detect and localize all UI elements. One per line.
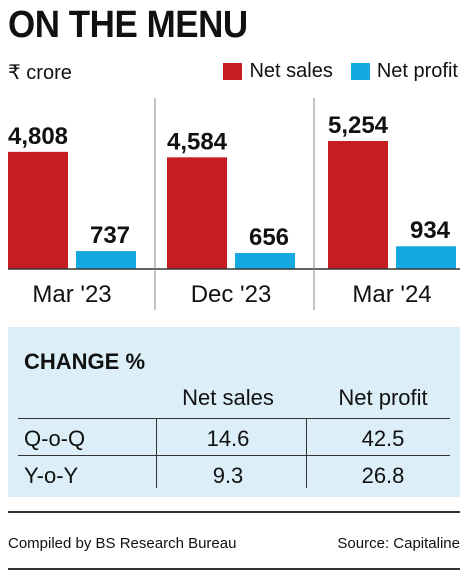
footer-rule	[8, 511, 460, 513]
category-label: Dec '23	[191, 281, 272, 308]
footer-source: Source: Capitaline	[337, 535, 460, 552]
table-divider	[18, 418, 450, 419]
cell-yoy-net-profit: 26.8	[361, 463, 405, 488]
column-header-net-profit: Net profit	[338, 385, 428, 410]
column-header-net-sales: Net sales	[182, 385, 274, 410]
cell-yoy-net-sales: 9.3	[212, 463, 244, 488]
table-divider	[18, 455, 450, 456]
unit-label: ₹ crore	[8, 62, 72, 84]
table-column-divider	[306, 418, 307, 488]
legend-item-net-sales: Net sales	[223, 60, 333, 83]
bar-net-sales	[167, 157, 227, 269]
data-label: 5,254	[328, 112, 389, 139]
table-column-divider	[156, 418, 157, 488]
data-label: 737	[90, 222, 130, 249]
chart-title: ON THE MENU	[8, 4, 248, 46]
legend-swatch-net-profit	[350, 63, 370, 80]
footer-compiled: Compiled by BS Research Bureau	[8, 535, 237, 552]
cell-qoq-net-profit: 42.5	[361, 426, 405, 451]
legend-label-net-profit: Net profit	[376, 60, 458, 82]
legend-label-net-sales: Net sales	[249, 60, 333, 82]
data-label: 934	[410, 217, 451, 244]
change-table: CHANGE % Net sales Net profit Q-o-Q 14.6…	[8, 327, 460, 497]
legend: Net sales Net profit	[205, 60, 458, 83]
change-table-heading: CHANGE %	[24, 349, 146, 374]
data-label: 4,808	[8, 123, 68, 150]
data-label: 4,584	[167, 128, 228, 155]
cell-qoq-net-sales: 14.6	[206, 426, 250, 451]
data-label: 656	[249, 224, 289, 251]
bar-net-profit	[235, 253, 295, 269]
bar-net-sales	[328, 141, 388, 269]
bar-net-profit	[396, 246, 456, 269]
category-label: Mar '24	[352, 281, 431, 308]
row-label-qoq: Q-o-Q	[24, 426, 86, 451]
footer-rule-bottom	[8, 568, 460, 570]
legend-swatch-net-sales	[223, 63, 243, 80]
bar-chart: 4,808 737 Mar '23 4,584 656 Dec '23 5,254 934 Ma…	[8, 98, 460, 310]
legend-item-net-profit: Net profit	[350, 60, 458, 83]
row-label-yoy: Y-o-Y	[24, 463, 79, 488]
bar-net-profit	[76, 251, 136, 269]
bar-net-sales	[8, 151, 68, 269]
category-label: Mar '23	[32, 281, 111, 308]
